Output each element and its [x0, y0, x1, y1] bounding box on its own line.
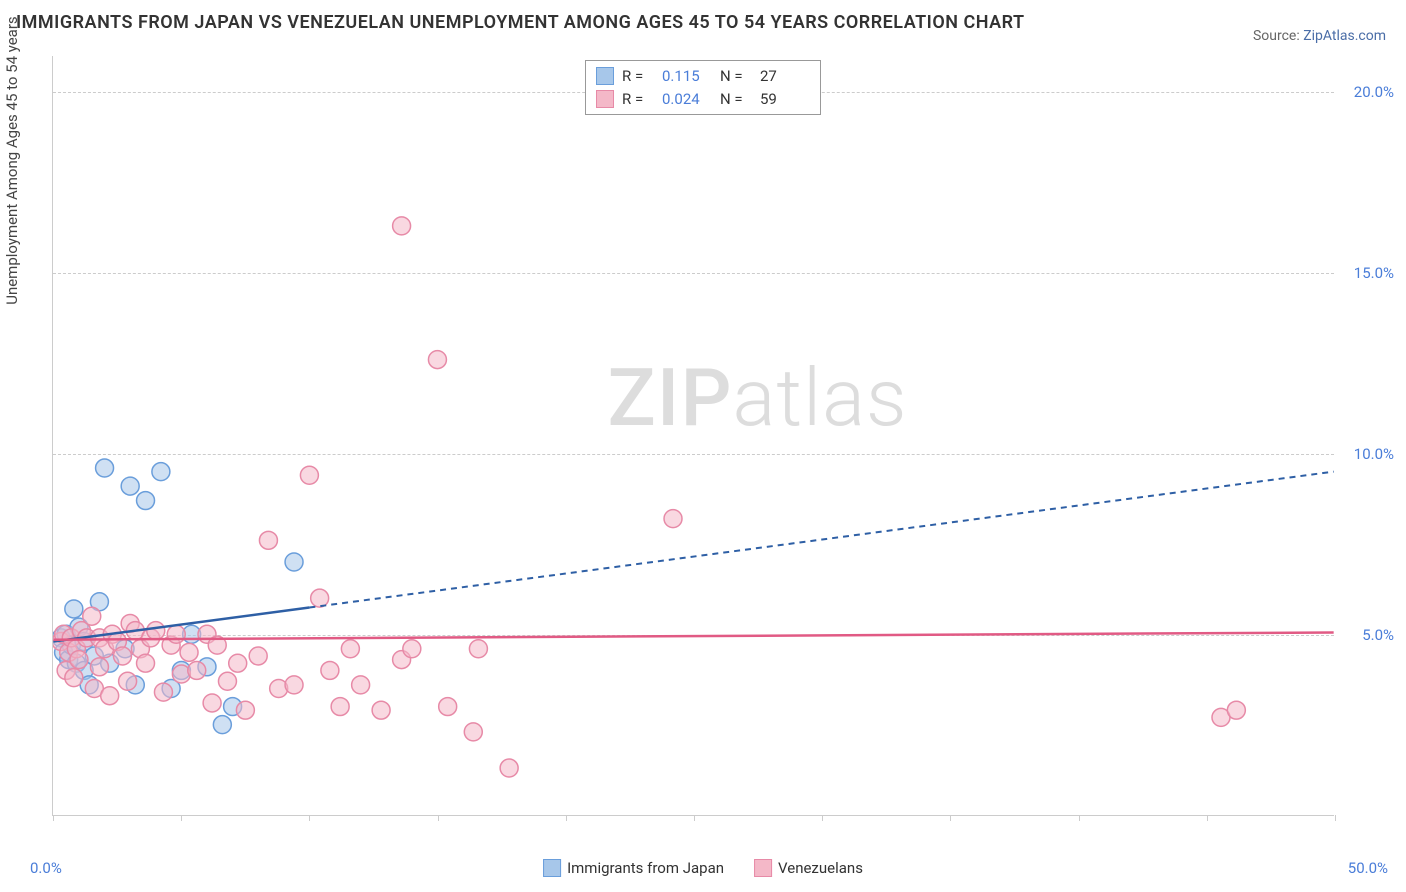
- scatter-point-venezuela: [300, 466, 318, 484]
- n-value: 27: [760, 65, 810, 88]
- scatter-point-venezuela: [403, 640, 421, 658]
- scatter-point-venezuela: [65, 669, 83, 687]
- scatter-point-venezuela: [500, 759, 518, 777]
- chart-plot-area: ZIPatlas 5.0%10.0%15.0%20.0%: [52, 56, 1334, 816]
- n-label: N =: [720, 65, 752, 88]
- scatter-point-japan: [65, 600, 83, 618]
- swatch-venezuela: [754, 859, 772, 877]
- x-tick: [1335, 815, 1336, 821]
- scatter-point-japan: [285, 553, 303, 571]
- scatter-point-venezuela: [428, 351, 446, 369]
- scatter-point-venezuela: [439, 698, 457, 716]
- series-legend: Immigrants from Japan Venezuelans: [543, 859, 863, 877]
- x-tick: [53, 815, 54, 821]
- chart-title: IMMIGRANTS FROM JAPAN VS VENEZUELAN UNEM…: [16, 12, 1025, 33]
- y-tick-label: 15.0%: [1339, 264, 1394, 282]
- source-attribution: Source: ZipAtlas.com: [1253, 28, 1386, 44]
- scatter-point-venezuela: [321, 661, 339, 679]
- scatter-point-japan: [152, 463, 170, 481]
- scatter-point-venezuela: [137, 654, 155, 672]
- scatter-point-venezuela: [180, 643, 198, 661]
- scatter-svg: [53, 56, 1334, 815]
- r-label: R =: [622, 88, 654, 111]
- scatter-point-venezuela: [341, 640, 359, 658]
- scatter-point-venezuela: [1227, 701, 1245, 719]
- r-label: R =: [622, 65, 654, 88]
- source-link[interactable]: ZipAtlas.com: [1303, 28, 1386, 44]
- scatter-point-venezuela: [249, 647, 267, 665]
- y-tick-label: 5.0%: [1339, 626, 1394, 644]
- scatter-point-venezuela: [331, 698, 349, 716]
- scatter-point-venezuela: [218, 672, 236, 690]
- scatter-point-venezuela: [664, 510, 682, 528]
- scatter-point-venezuela: [83, 607, 101, 625]
- scatter-point-venezuela: [101, 687, 119, 705]
- trend-line-ext-japan: [309, 472, 1333, 608]
- legend-label: Venezuelans: [778, 859, 863, 877]
- scatter-point-venezuela: [285, 676, 303, 694]
- scatter-point-venezuela: [203, 694, 221, 712]
- scatter-point-venezuela: [113, 647, 131, 665]
- x-axis-max-label: 50.0%: [1348, 859, 1388, 877]
- x-tick: [822, 815, 823, 821]
- n-label: N =: [720, 88, 752, 111]
- x-tick: [566, 815, 567, 821]
- correlation-legend: R = 0.115 N = 27 R = 0.024 N = 59: [585, 60, 821, 115]
- legend-item-japan: Immigrants from Japan: [543, 859, 724, 877]
- source-prefix: Source:: [1253, 28, 1303, 44]
- x-tick: [438, 815, 439, 821]
- scatter-point-venezuela: [70, 651, 88, 669]
- scatter-point-venezuela: [372, 701, 390, 719]
- x-axis-min-label: 0.0%: [30, 859, 62, 877]
- scatter-point-venezuela: [352, 676, 370, 694]
- trend-line-venezuela: [53, 632, 1333, 639]
- swatch-japan: [596, 67, 614, 85]
- scatter-point-venezuela: [167, 625, 185, 643]
- scatter-point-venezuela: [90, 658, 108, 676]
- scatter-point-japan: [213, 716, 231, 734]
- swatch-japan: [543, 859, 561, 877]
- scatter-point-venezuela: [236, 701, 254, 719]
- y-tick-label: 20.0%: [1339, 83, 1394, 101]
- x-tick: [694, 815, 695, 821]
- x-tick: [309, 815, 310, 821]
- x-tick: [181, 815, 182, 821]
- scatter-point-venezuela: [229, 654, 247, 672]
- swatch-venezuela: [596, 90, 614, 108]
- n-value: 59: [760, 88, 810, 111]
- r-value: 0.115: [662, 65, 712, 88]
- legend-item-venezuela: Venezuelans: [754, 859, 863, 877]
- scatter-point-venezuela: [154, 683, 172, 701]
- x-tick: [950, 815, 951, 821]
- corr-row-venezuela: R = 0.024 N = 59: [596, 88, 810, 111]
- scatter-point-japan: [121, 477, 139, 495]
- y-tick-label: 10.0%: [1339, 445, 1394, 463]
- y-axis-title: Unemployment Among Ages 45 to 54 years: [3, 16, 21, 304]
- scatter-point-venezuela: [119, 672, 137, 690]
- scatter-point-venezuela: [464, 723, 482, 741]
- scatter-point-venezuela: [393, 217, 411, 235]
- scatter-point-venezuela: [259, 531, 277, 549]
- scatter-point-venezuela: [188, 661, 206, 679]
- x-tick: [1207, 815, 1208, 821]
- legend-label: Immigrants from Japan: [567, 859, 724, 877]
- scatter-point-japan: [96, 459, 114, 477]
- x-tick: [1079, 815, 1080, 821]
- r-value: 0.024: [662, 88, 712, 111]
- scatter-point-venezuela: [147, 622, 165, 640]
- scatter-point-venezuela: [469, 640, 487, 658]
- scatter-point-japan: [137, 492, 155, 510]
- corr-row-japan: R = 0.115 N = 27: [596, 65, 810, 88]
